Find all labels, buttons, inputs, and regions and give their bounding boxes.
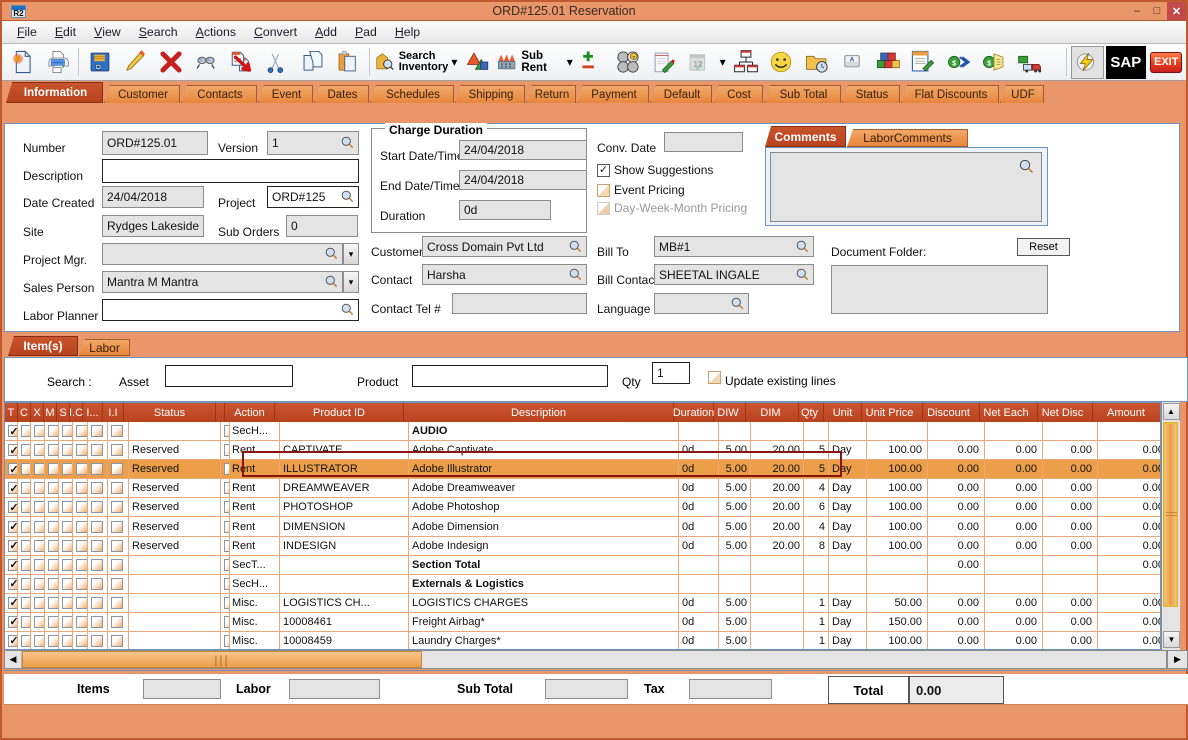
svg-text:$: $ <box>952 58 956 67</box>
svg-text:A: A <box>850 57 855 64</box>
svg-text:$: $ <box>987 58 991 67</box>
svg-text:?: ? <box>633 55 636 60</box>
